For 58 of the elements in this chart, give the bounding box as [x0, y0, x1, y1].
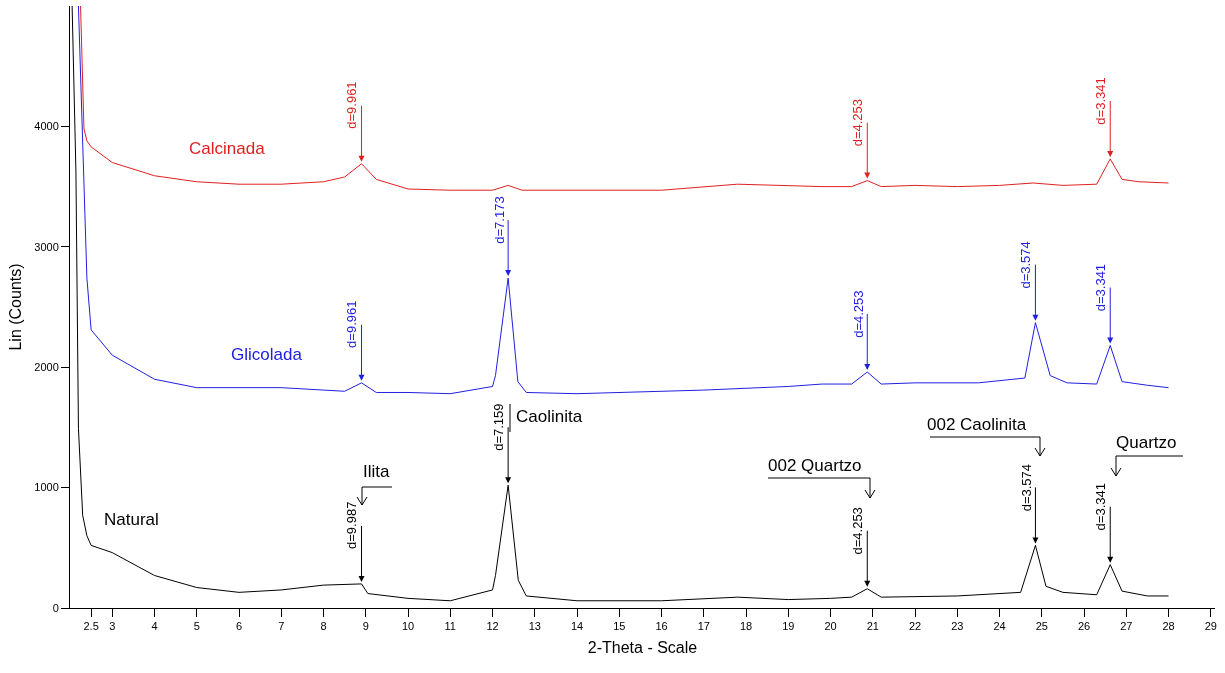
x-tick-label: 19 [782, 620, 795, 633]
x-tick-label: 10 [401, 620, 415, 633]
x-tick-label: 14 [570, 620, 584, 633]
line-series [80, 6, 1170, 191]
x-tick-label: 5 [193, 620, 200, 633]
annotation: Caolinita [516, 407, 583, 426]
x-tick-label: 7 [278, 620, 285, 633]
annotation: d=4.253 [850, 98, 866, 147]
annotation: d=3.341 [1093, 263, 1109, 312]
annotation: d=4.253 [850, 290, 866, 338]
series-label: Calcinada [189, 139, 266, 158]
x-tick-label: 24 [993, 620, 1006, 633]
annotation: d=9.987 [344, 501, 360, 549]
y-tick-label: 0 [52, 601, 59, 614]
annotation: d=7.173 [491, 196, 507, 244]
x-tick-label: 4 [151, 620, 158, 633]
x-tick-label: 29 [1204, 620, 1217, 633]
x-tick-label: 16 [655, 620, 668, 633]
x-tick-label: 9 [362, 620, 369, 633]
x-tick-label: 12 [486, 620, 499, 633]
annotation: d=9.961 [344, 300, 360, 348]
annotation: d=3.574 [1018, 241, 1034, 289]
y-tick-label: 1000 [34, 481, 59, 494]
y-tick-label: 2000 [34, 361, 59, 374]
x-tick-label: 18 [739, 620, 753, 633]
x-tick-label: 23 [951, 620, 964, 633]
y-tick-label: 4000 [34, 120, 59, 133]
x-tick-label: 15 [613, 620, 626, 633]
x-tick-label: 17 [697, 620, 710, 633]
x-tick-label: 27 [1120, 620, 1133, 633]
annotation: d=9.961 [344, 81, 360, 129]
x-tick-label: 13 [528, 620, 541, 633]
y-tick-label: 3000 [34, 240, 59, 253]
x-tick-label: 28 [1162, 620, 1175, 633]
annotation: Quartzo [1116, 433, 1177, 452]
x-tick-label: 11 [444, 620, 456, 633]
series-label: Natural [104, 510, 159, 529]
x-tick-label: 2.5 [83, 620, 99, 633]
annotation: 002 Quartzo [768, 456, 862, 475]
x-tick-label: 8 [320, 620, 327, 633]
annotation: d=3.341 [1093, 483, 1109, 531]
annotation: d=7.159 [491, 403, 507, 451]
annotation: d=3.574 [1018, 463, 1034, 512]
annotation: d=3.341 [1092, 77, 1108, 125]
annotation: 002 Caolinita [927, 415, 1027, 434]
x-tick-label: 6 [235, 620, 243, 633]
line-series [77, 6, 1170, 395]
x-tick-label: 3 [109, 620, 116, 633]
x-tick-label: 22 [908, 620, 922, 633]
x-tick-label: 25 [1035, 620, 1048, 633]
series-label: Glicolada [231, 345, 303, 364]
annotation: Ilita [363, 462, 390, 481]
x-tick-label: 21 [866, 620, 879, 633]
x-tick-label: 26 [1077, 620, 1091, 633]
x-tick-label: 20 [824, 620, 837, 633]
x-axis-title: 2-Theta - Scale [587, 638, 698, 656]
annotation: d=4.253 [850, 507, 866, 555]
y-axis-title: Lin (Counts) [7, 263, 25, 351]
